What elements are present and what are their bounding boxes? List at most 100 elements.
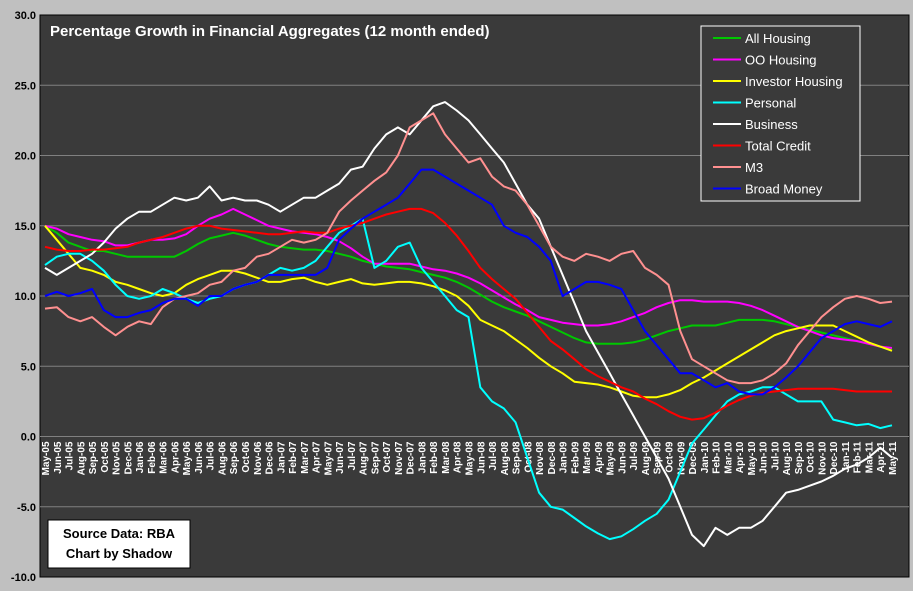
legend-entry: Investor Housing [745, 74, 843, 89]
y-tick-label: 0.0 [21, 432, 36, 444]
x-tick-label: Jul-09 [629, 441, 640, 470]
x-tick-label: May-08 [465, 441, 476, 475]
x-tick-label: Feb-09 [570, 441, 581, 474]
x-tick-label: Jul-08 [488, 441, 499, 470]
y-tick-label: -10.0 [11, 572, 36, 584]
legend: All Housing OO Housing Investor Housing Per… [700, 25, 861, 202]
x-tick-label: Jul-06 [206, 441, 217, 470]
x-tick-label: Oct-10 [806, 441, 817, 473]
y-tick-label: 25.0 [15, 80, 36, 92]
x-tick-label: Jan-09 [559, 441, 570, 473]
x-tick-label: Mar-10 [723, 441, 734, 474]
x-tick-label: Dec-10 [829, 441, 840, 474]
legend-entry: Total Credit [745, 139, 811, 154]
x-tick-label: Jun-07 [335, 441, 346, 474]
y-tick-label: 15.0 [15, 221, 36, 233]
x-tick-label: Sep-07 [370, 441, 381, 474]
gridlines [40, 84, 909, 508]
series-line-oo-housing [44, 207, 893, 349]
x-tick-label: Aug-09 [641, 441, 652, 475]
x-tick-label: Dec-06 [265, 441, 276, 474]
x-tick-label: Apr-06 [170, 441, 181, 473]
x-tick-label: Feb-06 [147, 441, 158, 474]
series-line-total-credit [44, 207, 892, 421]
series-line-m3 [44, 112, 893, 385]
y-tick-label: 20.0 [15, 151, 36, 163]
series-line-all-housing [44, 224, 893, 351]
note-line: Source Data: RBA [63, 526, 176, 541]
series-lines [44, 101, 893, 548]
x-tick-label: May-11 [888, 441, 899, 475]
x-tick-label: Aug-06 [217, 441, 228, 475]
series-line-business [44, 101, 893, 548]
x-tick-label: Jan-06 [135, 441, 146, 473]
x-tick-label: Jun-10 [759, 441, 770, 474]
legend-box [700, 25, 861, 202]
source-note: Source Data: RBA Chart by Shadow [47, 519, 191, 569]
x-tick-label: Mar-06 [159, 441, 170, 474]
x-tick-label: Sep-09 [653, 441, 664, 474]
legend-entry: M3 [745, 160, 763, 175]
x-axis-ticks: May-05 Jun-05 Jul-05 Aug-05 Sep-05 Oct-05 Nov-… [41, 441, 899, 475]
x-tick-label: Jan-08 [417, 441, 428, 473]
x-tick-label: Mar-07 [300, 441, 311, 474]
x-tick-label: May-06 [182, 441, 193, 475]
x-tick-label: Dec-05 [123, 441, 134, 474]
x-tick-label: Sep-06 [229, 441, 240, 474]
x-tick-label: May-05 [41, 441, 52, 475]
x-tick-label: Oct-05 [100, 441, 111, 473]
x-tick-label: Mar-08 [441, 441, 452, 474]
x-tick-label: Apr-10 [735, 441, 746, 473]
x-tick-label: Sep-10 [794, 441, 805, 474]
x-tick-label: Jun-06 [194, 441, 205, 474]
x-tick-label: Sep-05 [88, 441, 99, 474]
chart-title: Percentage Growth in Financial Aggregate… [50, 23, 490, 40]
y-tick-label: 5.0 [21, 361, 36, 373]
x-tick-label: May-09 [606, 441, 617, 475]
y-tick-label: -5.0 [17, 502, 36, 514]
x-tick-label: Oct-08 [523, 441, 534, 473]
y-tick-label: 10.0 [15, 291, 36, 303]
x-tick-label: Aug-07 [359, 441, 370, 475]
x-tick-label: Oct-06 [241, 441, 252, 473]
x-tick-label: Apr-07 [312, 441, 323, 473]
x-tick-label: May-07 [323, 441, 334, 475]
x-tick-label: Jun-08 [476, 441, 487, 474]
legend-entry: Personal [745, 96, 796, 111]
legend-entry: Business [745, 117, 798, 132]
x-tick-label: Apr-11 [876, 441, 887, 473]
x-tick-label: Jul-07 [347, 441, 358, 470]
note-box [47, 519, 191, 569]
x-tick-label: Nov-08 [535, 441, 546, 475]
x-tick-label: Jul-10 [770, 441, 781, 470]
x-tick-label: Jul-05 [65, 441, 76, 470]
x-tick-label: Apr-09 [594, 441, 605, 473]
x-tick-label: Aug-05 [76, 441, 87, 475]
x-tick-label: May-10 [747, 441, 758, 475]
x-tick-label: Oct-09 [664, 441, 675, 473]
x-tick-label: Jun-09 [617, 441, 628, 474]
legend-entry: OO Housing [745, 53, 817, 68]
x-tick-label: Nov-09 [676, 441, 687, 475]
x-tick-label: Dec-08 [547, 441, 558, 474]
x-tick-label: Feb-10 [712, 441, 723, 474]
x-tick-label: Dec-09 [688, 441, 699, 474]
x-tick-label: Nov-05 [112, 441, 123, 475]
series-line-investor-housing [44, 225, 893, 399]
x-tick-label: Jan-11 [841, 441, 852, 473]
legend-entry: Broad Money [745, 182, 823, 197]
x-tick-label: Jan-10 [700, 441, 711, 473]
x-tick-label: Aug-10 [782, 441, 793, 475]
x-tick-label: Apr-08 [453, 441, 464, 473]
x-tick-label: Nov-10 [817, 441, 828, 475]
x-tick-label: Jan-07 [276, 441, 287, 473]
x-tick-label: Feb-08 [429, 441, 440, 474]
x-tick-label: Aug-08 [500, 441, 511, 475]
x-tick-label: Oct-07 [382, 441, 393, 473]
x-tick-label: Feb-11 [853, 441, 864, 473]
x-tick-label: Nov-06 [253, 441, 264, 475]
x-tick-label: Feb-07 [288, 441, 299, 474]
y-tick-label: 30.0 [15, 10, 36, 22]
x-tick-label: Dec-07 [406, 441, 417, 474]
